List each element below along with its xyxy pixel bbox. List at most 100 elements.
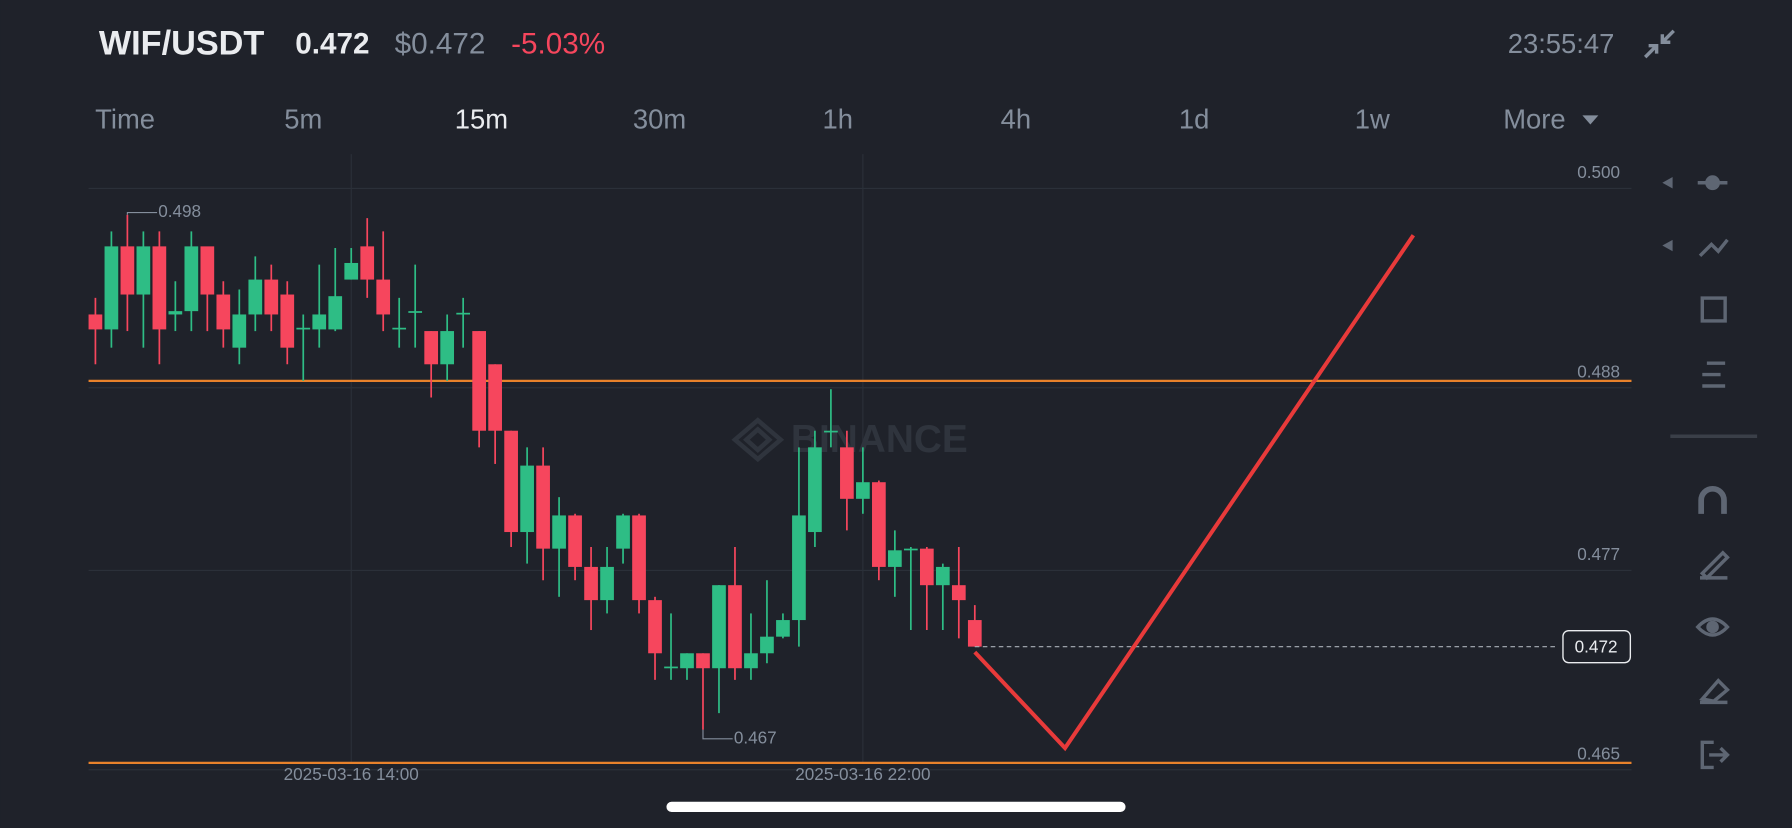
candle-body [856,482,870,499]
candle-body [776,620,790,637]
candle-body [104,246,119,330]
collapse-icon[interactable] [1643,29,1675,59]
expand-arrow[interactable] [1662,177,1673,189]
more-arrow[interactable] [1582,115,1599,125]
current-price-box [1562,629,1632,664]
last-price: 0.472 [295,28,369,61]
candle-body [344,262,359,280]
y-tick-label: 0.500 [1577,162,1620,182]
usd-price: $0.472 [395,28,486,61]
tool-eye[interactable] [1695,617,1730,637]
candle-body [760,636,774,654]
candle-body [168,311,183,315]
candle-body [312,314,327,330]
home-indicator [666,801,1126,813]
candle-body [488,364,502,431]
candle-body [584,566,598,601]
interval-tabs: Time 5m 15m 30m 1h 4h 1d 1w More [95,103,1599,134]
tool-fib[interactable] [1702,361,1726,388]
candle-body [264,279,279,315]
candle-body [744,653,758,669]
interval-tab[interactable]: 15m [455,103,508,134]
y-tick-label: 0.488 [1577,361,1620,381]
candle-body [967,620,982,647]
candle-body [88,314,103,330]
tool-line-dot [1705,175,1721,191]
candle-body [616,515,630,549]
candle-body [136,246,151,295]
candle-body [888,550,902,567]
candle-body [328,296,343,330]
candle-body [648,600,662,654]
candle-body [824,430,838,433]
candle-body [184,246,199,312]
expand-arrow[interactable] [1662,239,1673,252]
interval-tab[interactable]: 1w [1355,103,1390,134]
candle-body [152,246,167,330]
candle-body [504,430,518,533]
high-marker [126,211,158,215]
interval-tab[interactable]: 4h [1001,103,1031,134]
candle-body [392,327,407,330]
x-tick-label: 2025-03-16 14:00 [284,764,419,784]
y-tick-label: 0.465 [1577,743,1620,763]
candle-body [520,465,534,533]
interval-tab[interactable]: Time [95,103,155,134]
candle-body [376,279,391,315]
interval-tab[interactable]: More [1503,103,1565,134]
candle-body [840,447,854,499]
candle-body [200,246,215,295]
candle-body [600,566,614,601]
candle-body [632,515,646,601]
header: WIF/USDT 0.472 $0.472 -5.03% 23:55:47 [99,25,1675,63]
candle-body [280,294,295,348]
candle-body [360,246,375,280]
pair-title: WIF/USDT [99,25,265,63]
candle-body [728,585,742,669]
candle-body [872,482,886,567]
toolbar [1662,175,1758,770]
candle-body [408,311,423,313]
candle-body [120,246,135,295]
candle-body [216,294,231,330]
candle-body [456,312,471,315]
candle-body [664,666,678,669]
tool-exit[interactable] [1700,740,1730,770]
candle-body [792,515,806,621]
clock: 23:55:47 [1508,28,1615,59]
watermark-logo [731,417,785,463]
interval-tab[interactable]: 5m [284,103,322,134]
candle-body [472,331,486,431]
candle-body [680,653,694,669]
tool-eye-pupil [1706,620,1719,634]
candle-body [536,465,550,549]
candle-body [424,331,439,365]
candle-body [951,585,966,601]
interval-tab[interactable]: 1h [823,103,853,134]
low-label: 0.467 [734,727,777,747]
x-tick-label: 2025-03-16 22:00 [795,764,930,784]
current-price-label: 0.472 [1575,636,1618,656]
candle-body [696,653,710,669]
tool-trend[interactable] [1698,238,1729,258]
candle-body [296,327,311,330]
candle-body [919,548,934,586]
candle-body [903,548,918,551]
candle-body [248,279,263,315]
tool-pen[interactable] [1699,550,1730,581]
tool-eraser[interactable] [1699,678,1730,705]
plot-area: 0.500 0.488 0.477 0.465 2025-03-16 14:00 2025… [88,154,1632,784]
trend-drawing [973,234,1416,752]
candle-body [712,585,726,669]
tool-shape[interactable] [1700,296,1727,323]
interval-tab[interactable]: 1d [1179,103,1209,134]
interval-tab[interactable]: 30m [633,103,686,134]
y-tick-label: 0.477 [1577,544,1620,564]
tool-magnet[interactable] [1698,486,1727,514]
high-label: 0.498 [158,201,201,221]
candle-body [232,314,247,348]
candle-body [808,447,822,533]
